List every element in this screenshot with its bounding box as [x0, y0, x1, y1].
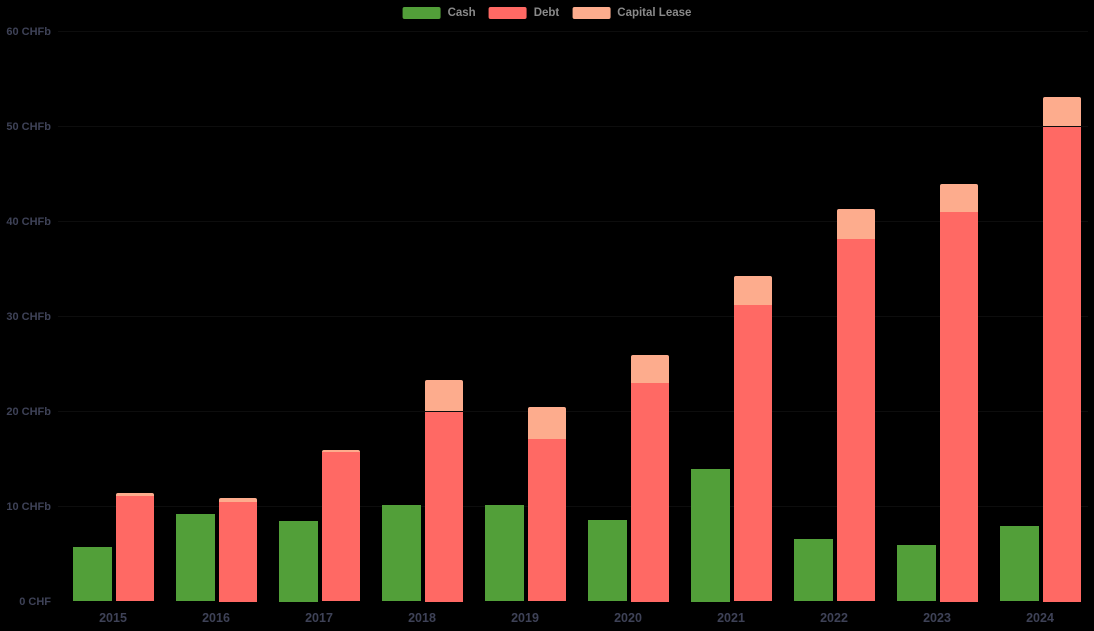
bar-debt-2015[interactable]	[116, 496, 154, 602]
y-tick-label-30: 30 CHFb	[6, 310, 51, 323]
y-tick-label-10: 10 CHFb	[6, 500, 51, 513]
bar-capital-lease-2019[interactable]	[528, 406, 566, 440]
bar-cash-2023[interactable]	[897, 545, 936, 602]
bar-cash-2015[interactable]	[73, 547, 112, 602]
bar-capital-lease-2017[interactable]	[322, 449, 360, 453]
x-tick-label-2022: 2022	[820, 611, 848, 625]
bar-debt-2017[interactable]	[322, 452, 360, 602]
x-tick-label-2020: 2020	[614, 611, 642, 625]
x-tick-label-2023: 2023	[923, 611, 951, 625]
capital-lease-swatch-icon	[572, 7, 611, 19]
x-tick-label-2019: 2019	[511, 611, 539, 625]
bar-debt-2020[interactable]	[631, 383, 669, 602]
gridline-60	[58, 31, 1088, 32]
gridline-30	[58, 316, 1088, 317]
legend-item-cash[interactable]: Cash	[402, 7, 476, 19]
debt-swatch-icon	[488, 7, 527, 19]
x-tick-label-2018: 2018	[408, 611, 436, 625]
bar-cash-2021[interactable]	[691, 468, 730, 602]
bar-cash-2024[interactable]	[1000, 526, 1039, 602]
bar-cash-2016[interactable]	[176, 514, 215, 602]
bar-cash-2018[interactable]	[382, 504, 421, 602]
bar-capital-lease-2022[interactable]	[837, 209, 875, 239]
legend: Cash Debt Capital Lease	[402, 7, 691, 19]
bar-debt-2024[interactable]	[1043, 126, 1081, 602]
x-tick-label-2015: 2015	[99, 611, 127, 625]
bar-capital-lease-2024[interactable]	[1043, 97, 1081, 127]
legend-label-capital-lease: Capital Lease	[617, 7, 692, 19]
bar-capital-lease-2023[interactable]	[940, 183, 978, 212]
bar-debt-2018[interactable]	[425, 411, 463, 602]
bar-debt-2016[interactable]	[219, 501, 257, 602]
legend-item-debt[interactable]: Debt	[488, 7, 560, 19]
gridline-50	[58, 126, 1088, 127]
x-tick-label-2021: 2021	[717, 611, 745, 625]
bar-debt-2023[interactable]	[940, 212, 978, 602]
x-tick-label-2017: 2017	[305, 611, 333, 625]
bar-capital-lease-2015[interactable]	[116, 493, 154, 497]
bar-debt-2019[interactable]	[528, 439, 566, 602]
bar-debt-2022[interactable]	[837, 238, 875, 602]
legend-item-capital-lease[interactable]: Capital Lease	[572, 7, 691, 19]
y-tick-label-40: 40 CHFb	[6, 215, 51, 228]
y-tick-label-60: 60 CHFb	[6, 25, 51, 38]
bar-cash-2020[interactable]	[588, 519, 627, 602]
bar-capital-lease-2020[interactable]	[631, 355, 669, 383]
bar-cash-2022[interactable]	[794, 538, 833, 602]
gridline-20	[58, 411, 1088, 412]
y-tick-label-0: 0 CHF	[19, 595, 51, 608]
bar-cash-2017[interactable]	[279, 520, 318, 602]
bar-cash-2019[interactable]	[485, 504, 524, 602]
y-tick-label-50: 50 CHFb	[6, 120, 51, 133]
bar-capital-lease-2021[interactable]	[734, 275, 772, 306]
gridline-40	[58, 221, 1088, 222]
legend-label-cash: Cash	[447, 7, 476, 19]
cash-swatch-icon	[402, 7, 441, 19]
bar-capital-lease-2016[interactable]	[219, 497, 257, 502]
gridline-10	[58, 506, 1088, 507]
x-tick-label-2016: 2016	[202, 611, 230, 625]
bar-capital-lease-2018[interactable]	[425, 380, 463, 412]
x-tick-label-2024: 2024	[1026, 611, 1054, 625]
legend-label-debt: Debt	[533, 7, 560, 19]
bar-debt-2021[interactable]	[734, 305, 772, 602]
y-tick-label-20: 20 CHFb	[6, 405, 51, 418]
